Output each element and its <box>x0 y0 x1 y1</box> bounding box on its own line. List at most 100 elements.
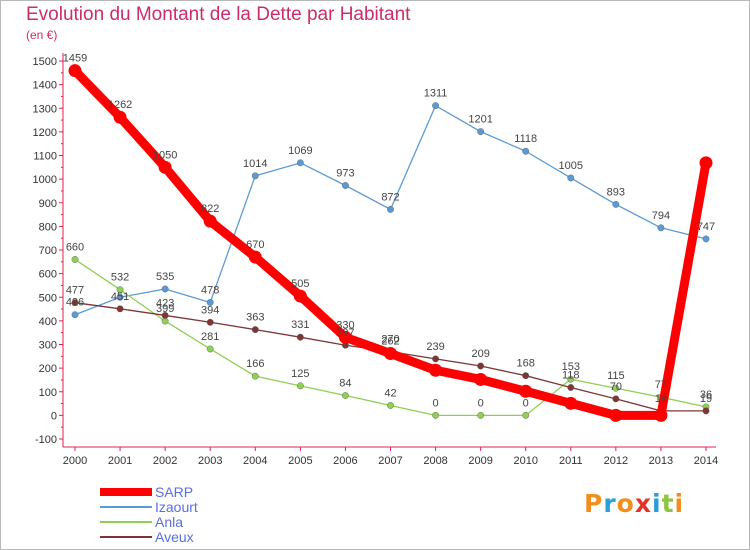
x-tick-label: 2005 <box>288 455 312 467</box>
aveux-point <box>612 395 620 403</box>
legend-label-sarp: SARP <box>155 484 193 500</box>
y-tick-label: 400 <box>39 316 57 328</box>
sarp-data-label: 1050 <box>153 149 177 161</box>
izaourt-point <box>522 147 530 155</box>
axes: -100010020030040050060070080090010001100… <box>33 53 718 467</box>
logo-letter: o <box>616 489 635 518</box>
anla-data-label: 281 <box>201 331 219 343</box>
izaourt-point <box>567 174 575 182</box>
aveux-data-label: 239 <box>426 341 444 353</box>
anla-point <box>612 384 620 392</box>
anla-point <box>161 317 169 325</box>
sarp-point <box>474 372 488 386</box>
y-tick-label: 700 <box>39 245 57 257</box>
logo-letter: i <box>652 489 662 518</box>
y-tick-label: -100 <box>35 434 57 446</box>
anla-point <box>387 402 394 409</box>
sarp-data-label: 505 <box>291 278 309 290</box>
y-tick-label: 1400 <box>33 80 57 92</box>
sarp-point <box>384 346 397 360</box>
anla-data-label: 0 <box>478 397 484 409</box>
izaourt-data-label: 478 <box>201 284 219 296</box>
aveux-data-label: 451 <box>111 291 129 303</box>
anla-data-label: 115 <box>607 370 625 382</box>
x-tick-label: 2001 <box>108 455 132 467</box>
sarp-point <box>113 110 127 124</box>
sarp-point <box>609 408 623 422</box>
izaourt-point <box>251 172 259 180</box>
aveux-data-label: 297 <box>336 327 354 339</box>
anla-data-label: 42 <box>384 387 396 399</box>
anla-point <box>296 382 304 390</box>
anla-point <box>522 411 530 419</box>
x-tick-label: 2013 <box>649 455 673 467</box>
aveux-point <box>296 333 304 341</box>
izaourt-point <box>657 224 665 232</box>
anla-data-label: 77 <box>655 379 667 391</box>
anla-data-label: 166 <box>246 358 264 370</box>
sarp-point <box>699 156 713 170</box>
anla-data-label: 399 <box>156 303 174 315</box>
izaourt-data-label: 893 <box>607 186 625 198</box>
logo-letter: r <box>603 489 617 518</box>
sarp-point <box>338 330 352 344</box>
anla-point <box>432 411 439 419</box>
aveux-point <box>161 312 169 319</box>
sarp-point <box>564 396 578 410</box>
sarp-point <box>654 408 668 422</box>
aveux-point <box>71 299 79 307</box>
legend-swatch-sarp <box>100 488 152 496</box>
x-tick-label: 2004 <box>243 455 267 467</box>
legend-label-aveux: Aveux <box>155 529 194 545</box>
aveux-point <box>567 384 575 391</box>
sarp-series-line <box>70 66 711 420</box>
izaourt-data-label: 1069 <box>288 145 312 157</box>
x-tick-label: 2003 <box>198 455 222 467</box>
legend-swatch-aveux <box>100 536 152 538</box>
aveux-data-label: 423 <box>156 297 174 309</box>
legend-label-izaourt: Izaourt <box>155 499 198 515</box>
x-tick-label: 2000 <box>63 455 87 467</box>
anla-data-label: 0 <box>433 397 439 409</box>
izaourt-point <box>71 311 79 319</box>
anla-point <box>567 375 575 383</box>
izaourt-point <box>116 293 124 301</box>
aveux-point <box>702 407 710 415</box>
anla-data-label: 125 <box>291 368 309 380</box>
logo-letter: x <box>634 489 652 518</box>
y-tick-label: 900 <box>39 198 57 210</box>
aveux-data-label: 477 <box>66 285 84 297</box>
sarp-data-label: 262 <box>381 335 399 347</box>
anla-data-label: 0 <box>523 397 529 409</box>
sarp-point <box>293 289 307 303</box>
logo-letter: i <box>674 489 685 518</box>
izaourt-data-label: 1311 <box>424 88 448 100</box>
chart-unit-label: (en €) <box>26 28 58 42</box>
izaourt-data-label: 1014 <box>243 158 267 170</box>
y-tick-label: 100 <box>39 387 57 399</box>
aveux-point <box>432 355 439 363</box>
izaourt-data-label: 872 <box>381 191 399 203</box>
izaourt-point <box>387 205 394 213</box>
sarp-point <box>519 384 533 398</box>
anla-data-label: 153 <box>562 361 580 373</box>
izaourt-point <box>477 128 485 136</box>
izaourt-data-label: 973 <box>336 168 354 180</box>
y-tick-label: 1200 <box>33 127 57 139</box>
y-tick-label: 200 <box>39 363 57 375</box>
y-tick-label: 1500 <box>33 56 57 68</box>
aveux-point <box>477 362 485 370</box>
izaourt-point <box>161 285 169 293</box>
izaourt-data-label: 1118 <box>514 133 537 145</box>
anla-data-label: 36 <box>700 389 712 401</box>
y-tick-label: 300 <box>39 340 57 352</box>
aveux-data-label: 168 <box>517 358 535 370</box>
chart-title: Evolution du Montant de la Dette par Hab… <box>26 4 411 25</box>
anla-data-label: 84 <box>339 378 351 390</box>
sarp-point <box>158 160 172 174</box>
x-tick-label: 2008 <box>423 455 447 467</box>
x-tick-label: 2007 <box>378 455 402 467</box>
sarp-point <box>203 214 217 228</box>
x-tick-label: 2010 <box>513 455 537 467</box>
